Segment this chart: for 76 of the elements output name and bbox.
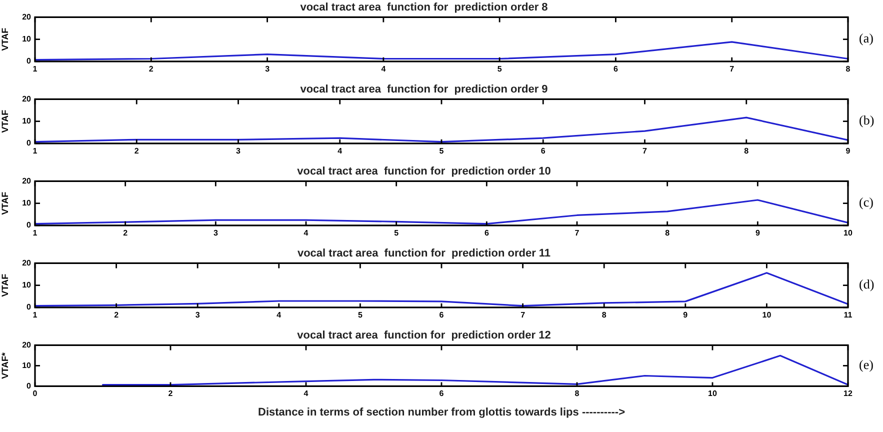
y-tick-label: 0 [26, 138, 32, 148]
text: (a) [859, 30, 874, 46]
y-tick-label: 20 [22, 340, 32, 350]
x-tick-label: 2 [134, 146, 140, 156]
y-tick-label: 10 [22, 280, 32, 290]
x-tick-label: 4 [381, 64, 386, 74]
text: (c) [859, 194, 874, 210]
x-tick-label: 4 [276, 310, 282, 320]
chart-title: vocal tract area function for prediction order 10 [297, 166, 551, 178]
x-tick-label: 3 [213, 228, 218, 238]
chart-title: vocal tract area function for prediction order 9 [300, 84, 548, 96]
x-tick-label: 2 [114, 310, 120, 320]
y-axis-title: VTAF [0, 27, 10, 51]
x-tick-label: 9 [755, 228, 760, 238]
x-tick-label: 6 [484, 228, 490, 238]
x-tick-label: 1 [32, 64, 38, 74]
x-tick-label: 3 [195, 310, 200, 320]
x-tick-label: 1 [32, 310, 38, 320]
x-tick-label: 3 [236, 146, 242, 156]
x-tick-label: 1 [32, 146, 38, 156]
x-tick-label: 11 [844, 310, 853, 320]
x-axis-title: Distance in terms of section number from glottis towards lips ----------> [258, 406, 625, 418]
x-tick-label: 7 [642, 146, 648, 156]
y-tick-label: 10 [22, 34, 32, 44]
x-tick-label: 12 [844, 389, 853, 398]
y-axis-title: VTAF [0, 109, 10, 133]
text: (d) [859, 276, 874, 292]
x-tick-label: 2 [148, 64, 154, 74]
x-tick-label: 5 [394, 228, 400, 238]
x-tick-label: 4 [304, 228, 309, 238]
y-tick-label: 20 [22, 258, 32, 268]
x-tick-label: 5 [439, 146, 444, 156]
x-tick-label: 8 [744, 146, 750, 156]
x-tick-label: 3 [265, 64, 270, 74]
y-axis-title: VTAF [0, 273, 10, 297]
x-tick-label: 7 [574, 228, 580, 238]
y-tick-label: 0 [26, 381, 32, 390]
text: (e) [859, 357, 874, 372]
chart-title: vocal tract area function for prediction order 12 [297, 330, 551, 342]
text: (b) [859, 112, 874, 128]
x-tick-label: 10 [762, 310, 772, 320]
x-tick-label: 8 [846, 64, 851, 74]
chart-title: vocal tract area function for prediction order 8 [300, 2, 548, 14]
y-tick-label: 10 [22, 116, 32, 126]
x-tick-label: 6 [613, 64, 618, 74]
x-tick-label: 5 [497, 64, 502, 74]
y-tick-label: 20 [22, 176, 32, 186]
x-tick-label: 6 [439, 310, 444, 320]
y-axis-title: VTAF [0, 191, 10, 215]
y-axis-title: VTAF* [0, 352, 10, 379]
x-tick-label: 4 [304, 389, 309, 398]
x-tick-label: 6 [540, 146, 546, 156]
x-tick-label: 7 [730, 64, 735, 74]
x-tick-label: 1 [32, 228, 38, 238]
x-tick-label: 5 [358, 310, 363, 320]
x-tick-label: 8 [602, 310, 607, 320]
y-tick-label: 10 [22, 198, 32, 208]
x-tick-label: 8 [665, 228, 670, 238]
x-tick-label: 9 [846, 146, 851, 156]
chart-title: vocal tract area function for prediction order 11 [297, 248, 551, 260]
x-tick-label: 10 [844, 228, 853, 238]
y-tick-label: 0 [26, 56, 32, 66]
x-tick-label: 6 [439, 389, 444, 398]
y-tick-label: 20 [22, 94, 32, 104]
x-tick-label: 0 [32, 389, 38, 398]
x-tick-label: 2 [123, 228, 128, 238]
x-tick-label: 2 [168, 389, 174, 398]
y-tick-label: 10 [22, 360, 32, 370]
y-tick-label: 0 [26, 302, 32, 312]
y-tick-label: 0 [26, 220, 32, 230]
x-tick-label: 7 [520, 310, 526, 320]
x-tick-label: 10 [708, 389, 718, 398]
y-tick-label: 20 [22, 12, 32, 22]
x-tick-label: 9 [683, 310, 688, 320]
x-tick-label: 8 [574, 389, 580, 398]
x-tick-label: 4 [338, 146, 343, 156]
